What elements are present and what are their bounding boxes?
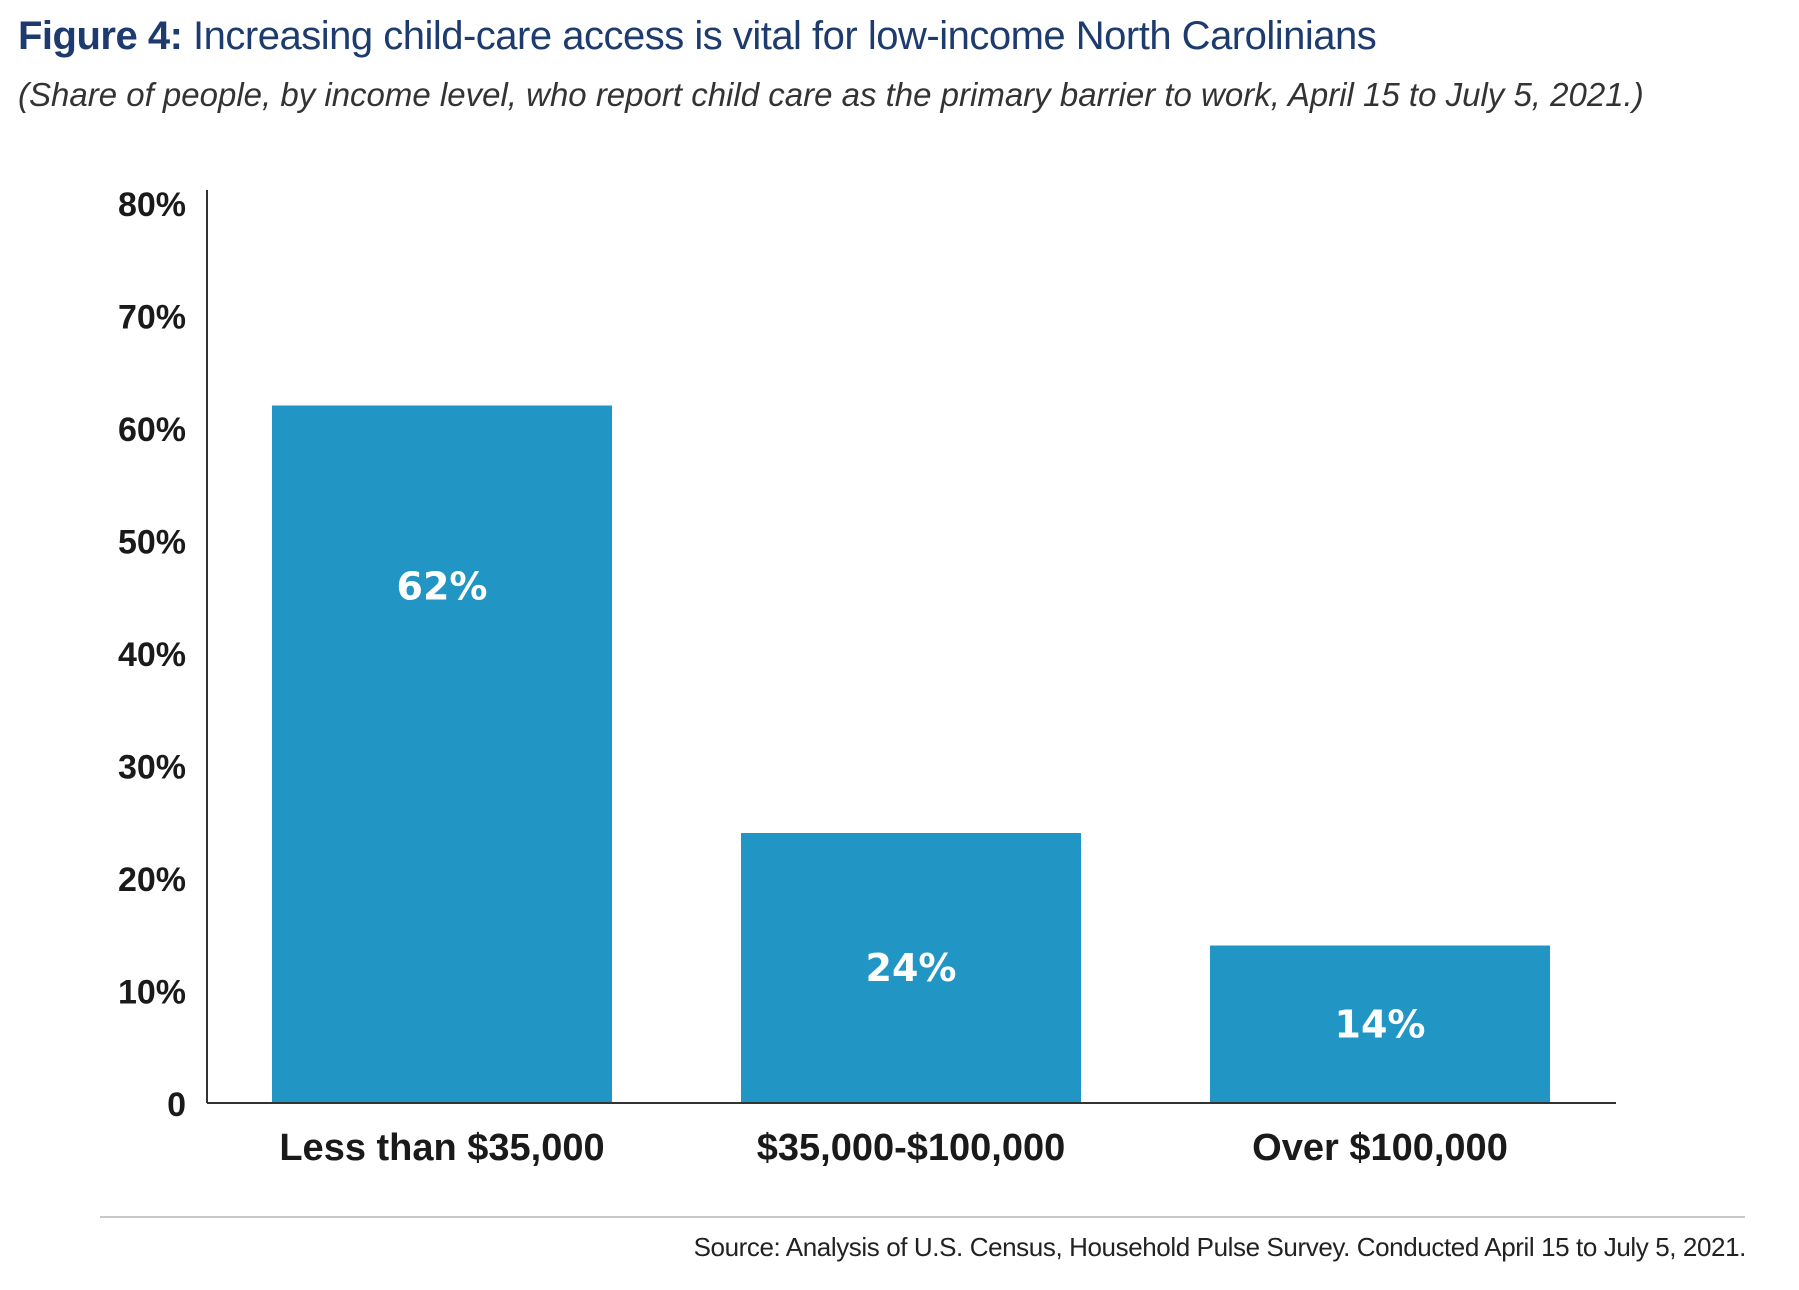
bar bbox=[272, 405, 612, 1103]
figure-label: Figure 4: bbox=[18, 14, 183, 58]
chart-subtitle: (Share of people, by income level, who r… bbox=[18, 76, 1644, 113]
y-tick-label: 70% bbox=[118, 299, 186, 337]
bar bbox=[1210, 945, 1550, 1103]
y-tick-label: 50% bbox=[118, 524, 186, 562]
data-label: 14% bbox=[1335, 1002, 1426, 1046]
y-tick-label: 30% bbox=[118, 749, 186, 787]
y-tick-label: 10% bbox=[118, 974, 186, 1012]
data-label: 62% bbox=[397, 565, 488, 609]
source-note: Source: Analysis of U.S. Census, Househo… bbox=[693, 1232, 1747, 1262]
figure-title-text: Increasing child-care access is vital fo… bbox=[193, 14, 1377, 58]
data-label: 24% bbox=[866, 946, 957, 990]
y-tick-label: 80% bbox=[118, 186, 186, 224]
bar bbox=[741, 833, 1081, 1103]
y-tick-label: 40% bbox=[118, 636, 186, 674]
chart-title: Figure 4: Increasing child-care access i… bbox=[18, 14, 1377, 59]
category-label: Over $100,000 bbox=[1252, 1127, 1508, 1169]
y-tick-label: 60% bbox=[118, 411, 186, 449]
source-divider bbox=[100, 1216, 1745, 1218]
category-label: Less than $35,000 bbox=[279, 1127, 604, 1169]
category-label: $35,000-$100,000 bbox=[757, 1127, 1066, 1169]
y-tick-label: 0 bbox=[167, 1086, 186, 1124]
y-tick-label: 20% bbox=[118, 861, 186, 899]
bar-chart: 0 10% 20% 30% 40% 50% 60% 70% 80% 62% Less than $3… bbox=[118, 186, 1616, 1169]
